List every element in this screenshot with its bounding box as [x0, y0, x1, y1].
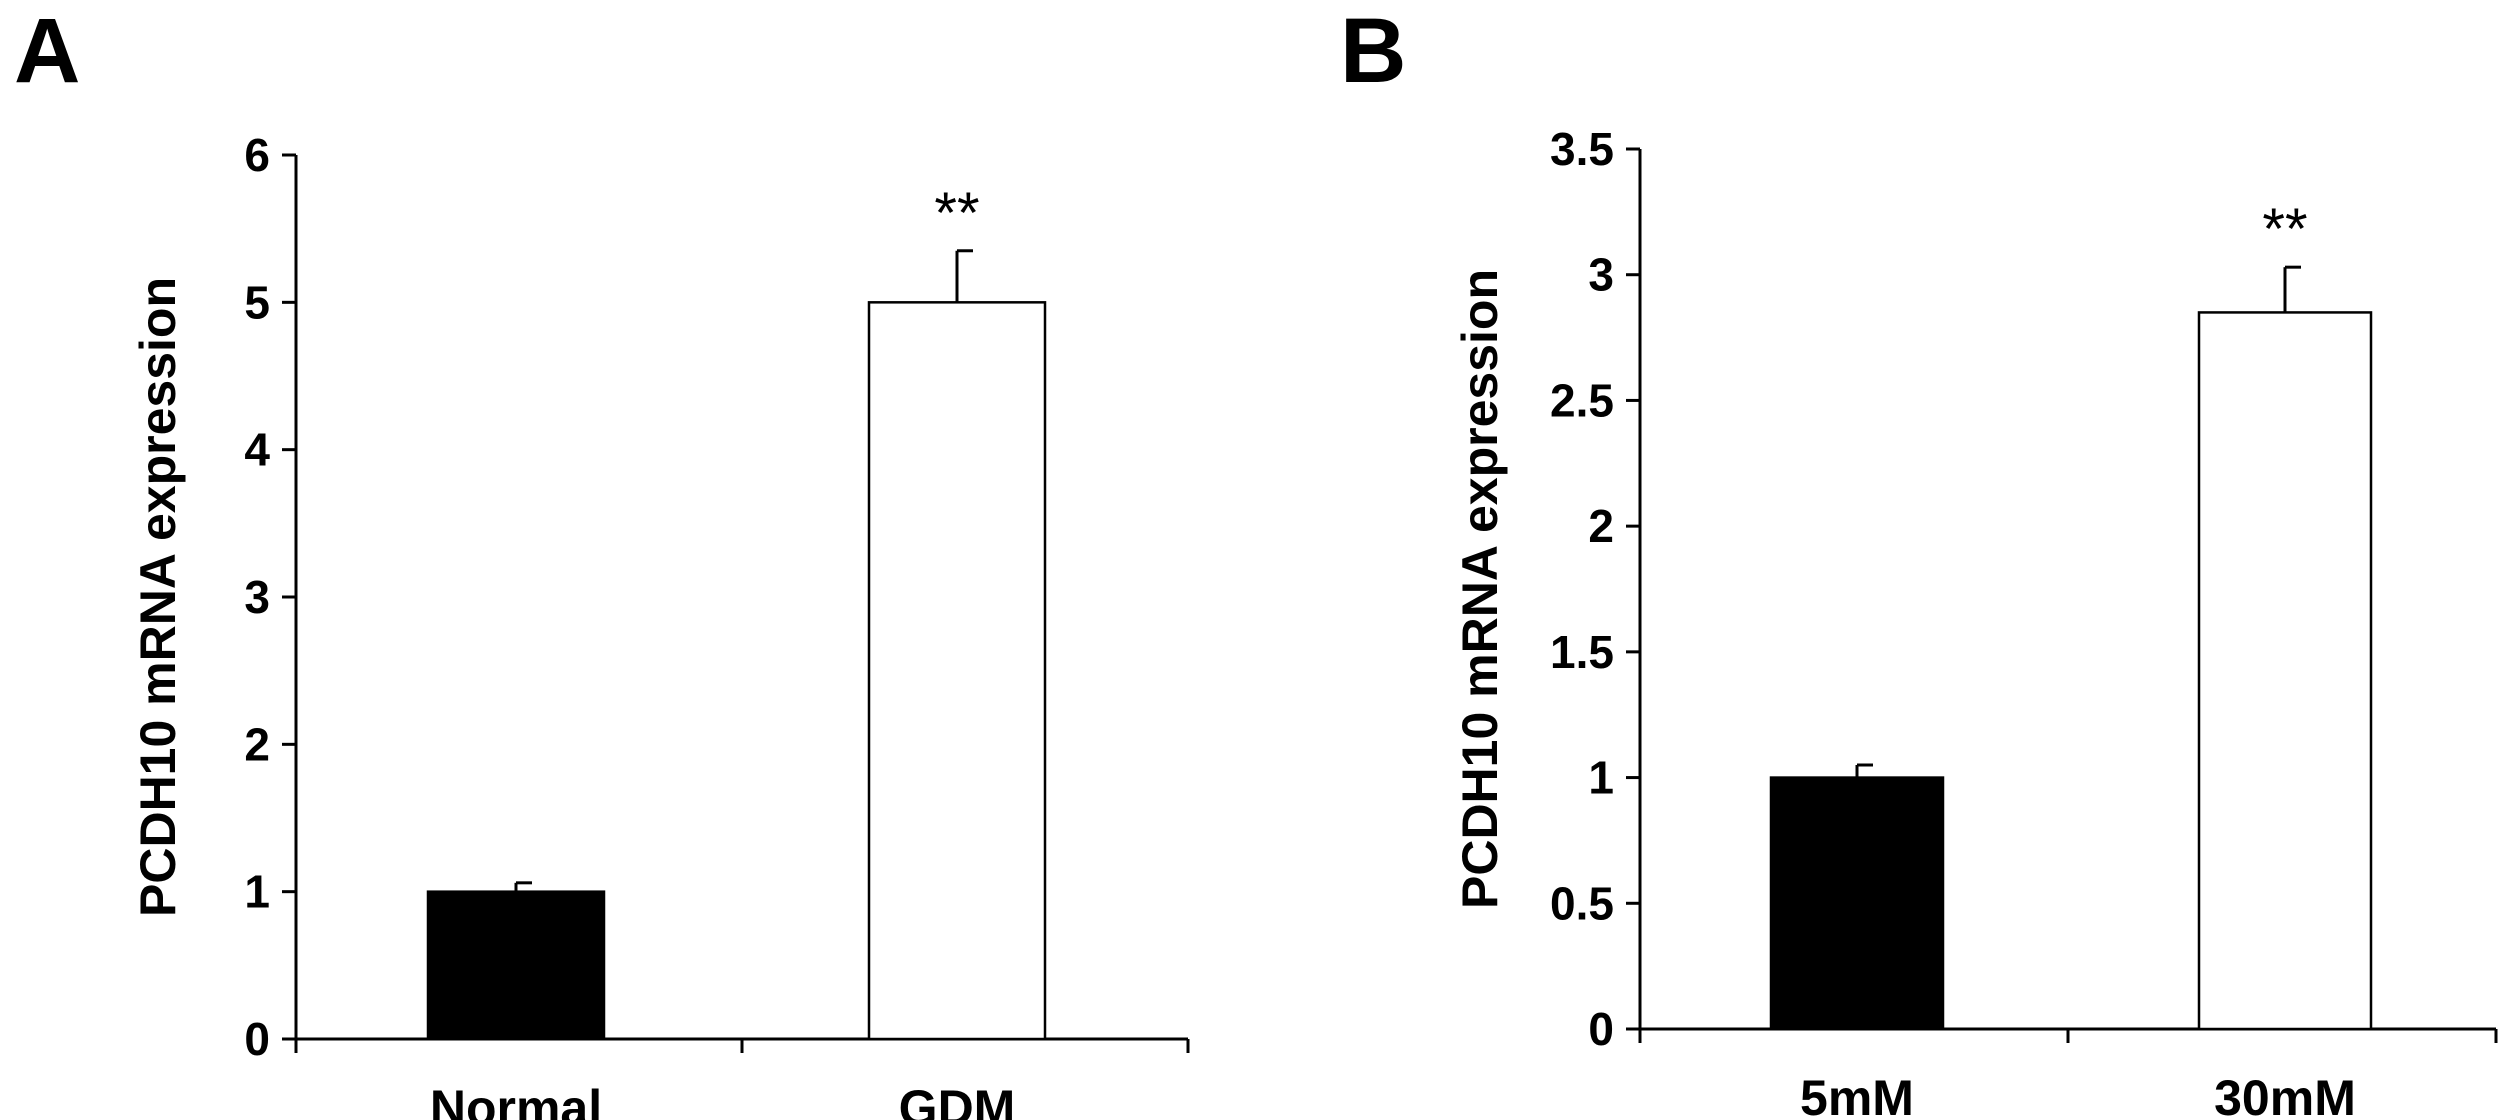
bar — [2197, 311, 2373, 1031]
bar — [426, 890, 606, 1041]
y-tick-label: 0 — [1588, 1003, 1614, 1055]
y-tick-label: 0 — [244, 1013, 270, 1065]
y-tick-label: 1 — [244, 866, 270, 918]
significance-label: ** — [934, 181, 979, 246]
bar — [867, 301, 1047, 1041]
y-tick-label: 2 — [244, 718, 270, 770]
x-category-label: 5mM — [1800, 1070, 1914, 1120]
panel-letter: A — [14, 0, 80, 102]
y-tick-label: 6 — [244, 129, 270, 181]
y-tick-label: 2.5 — [1550, 374, 1614, 426]
y-tick-label: 5 — [244, 276, 270, 328]
x-category-label: GDM — [899, 1080, 1016, 1120]
y-tick-label: 1 — [1588, 752, 1614, 804]
y-axis-title: PCDH10 mRNA expression — [130, 277, 186, 917]
y-tick-label: 2 — [1588, 500, 1614, 552]
y-tick-label: 0.5 — [1550, 877, 1614, 929]
y-tick-label: 3 — [244, 571, 270, 623]
significance-label: ** — [2262, 197, 2307, 262]
y-tick-label: 4 — [244, 424, 270, 476]
x-category-label: Normal — [430, 1080, 602, 1120]
bar — [1769, 776, 1945, 1031]
panel-b: B PCDH10 mRNA expression 0 0.5 1 1.5 2 2.5 3 3.5 5… — [1340, 0, 2498, 1120]
y-tick-label: 3 — [1588, 249, 1614, 301]
y-tick-label: 3.5 — [1550, 123, 1614, 175]
x-category-label: 30mM — [2214, 1070, 2356, 1120]
y-tick-label: 1.5 — [1550, 626, 1614, 678]
panel-letter: B — [1340, 0, 1406, 102]
panel-a: A PCDH10 mRNA expression 0 1 2 3 4 5 6 Normal GDM *… — [14, 0, 1190, 1120]
y-axis-title: PCDH10 mRNA expression — [1452, 269, 1508, 909]
